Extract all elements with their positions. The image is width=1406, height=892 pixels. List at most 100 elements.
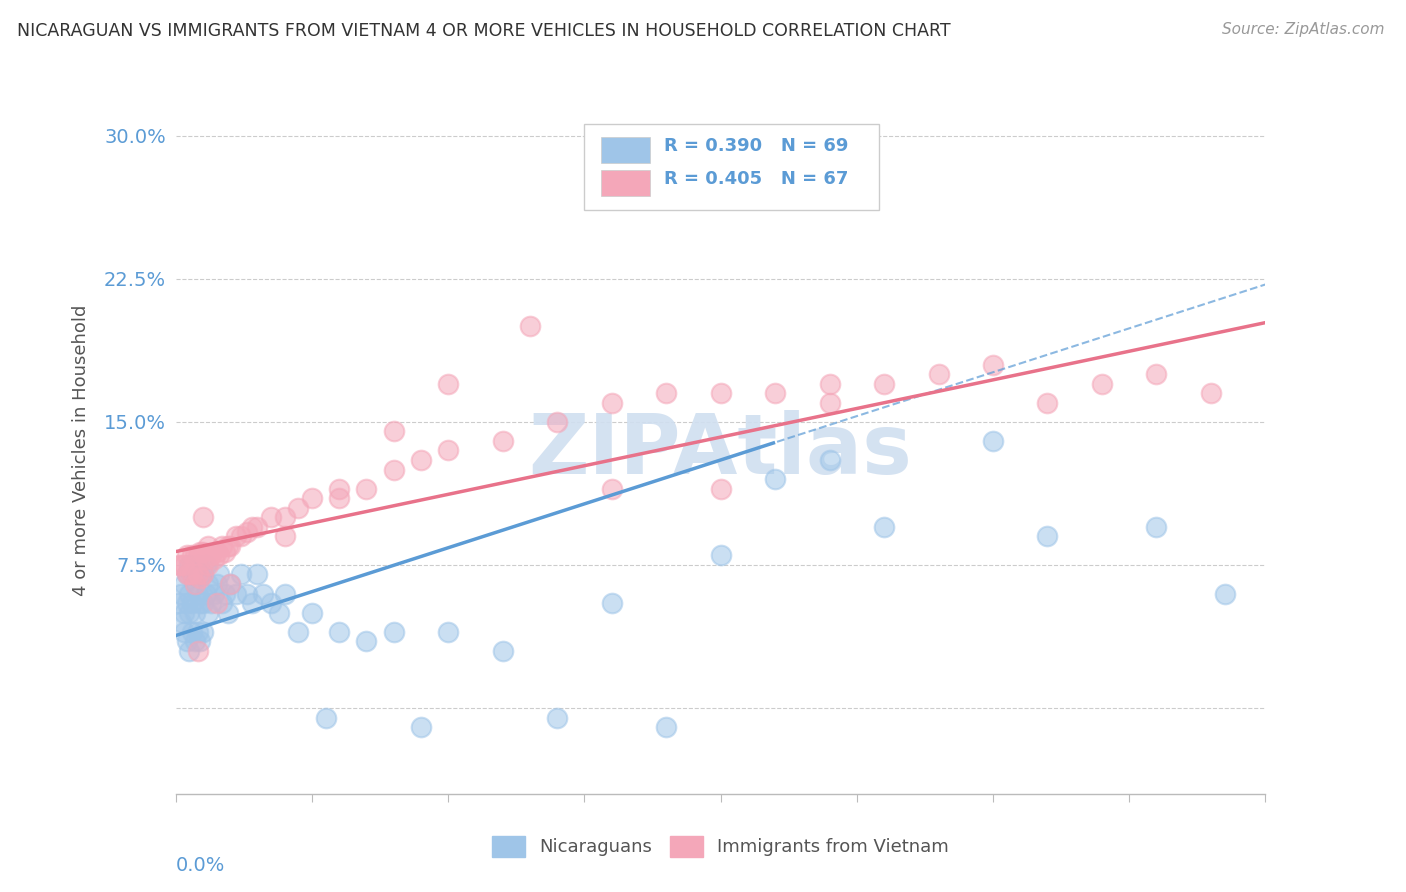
Point xyxy=(260,510,283,524)
Point xyxy=(184,549,207,563)
Point xyxy=(356,482,378,496)
Point xyxy=(269,606,291,620)
Point xyxy=(179,586,201,600)
FancyBboxPatch shape xyxy=(585,124,879,211)
Point xyxy=(235,525,257,540)
Point xyxy=(173,577,195,591)
Point xyxy=(246,520,269,534)
Point xyxy=(437,624,460,639)
Point xyxy=(191,567,214,582)
Point xyxy=(208,549,231,563)
Point xyxy=(211,539,233,553)
Point xyxy=(818,376,841,391)
Point xyxy=(188,571,211,585)
Point xyxy=(600,482,623,496)
Point xyxy=(873,376,896,391)
Point xyxy=(818,396,841,410)
Point xyxy=(225,529,247,543)
Point xyxy=(191,596,214,610)
Point xyxy=(191,510,214,524)
Point xyxy=(301,491,323,505)
Point xyxy=(235,586,257,600)
Point xyxy=(240,596,263,610)
Point xyxy=(181,624,204,639)
Point xyxy=(437,443,460,458)
Point xyxy=(710,549,733,563)
Point xyxy=(225,586,247,600)
Point xyxy=(188,596,211,610)
Point xyxy=(176,596,198,610)
Point xyxy=(328,491,350,505)
Point xyxy=(1144,520,1167,534)
Point xyxy=(274,586,297,600)
Point xyxy=(214,586,236,600)
Point xyxy=(274,529,297,543)
Point xyxy=(179,567,201,582)
Point xyxy=(181,567,204,582)
Point xyxy=(191,567,214,582)
Point xyxy=(191,624,214,639)
Point xyxy=(928,367,950,381)
Point xyxy=(173,606,195,620)
Point xyxy=(1036,396,1059,410)
Point xyxy=(202,552,225,566)
Point xyxy=(274,510,297,524)
Point xyxy=(197,539,219,553)
Point xyxy=(184,577,207,591)
Point xyxy=(176,567,198,582)
Point xyxy=(184,634,207,648)
Point xyxy=(186,624,209,639)
Text: Source: ZipAtlas.com: Source: ZipAtlas.com xyxy=(1222,22,1385,37)
Point xyxy=(194,558,217,572)
Point xyxy=(167,558,190,572)
Point xyxy=(211,596,233,610)
Point xyxy=(219,577,242,591)
Point xyxy=(186,558,209,572)
Point xyxy=(231,567,253,582)
Point xyxy=(181,596,204,610)
Point xyxy=(710,482,733,496)
Point xyxy=(710,386,733,401)
Point xyxy=(600,596,623,610)
Point xyxy=(176,549,198,563)
Point xyxy=(546,415,568,429)
Point xyxy=(409,453,432,467)
Point xyxy=(184,606,207,620)
Point xyxy=(200,549,222,563)
Point xyxy=(1213,586,1236,600)
Point xyxy=(252,586,274,600)
Point xyxy=(1036,529,1059,543)
Point xyxy=(186,586,209,600)
Point xyxy=(492,434,515,448)
Point xyxy=(260,596,283,610)
Point xyxy=(188,567,211,582)
FancyBboxPatch shape xyxy=(600,137,650,163)
Text: 0.0%: 0.0% xyxy=(176,855,225,875)
Point xyxy=(194,552,217,566)
Text: NICARAGUAN VS IMMIGRANTS FROM VIETNAM 4 OR MORE VEHICLES IN HOUSEHOLD CORRELATIO: NICARAGUAN VS IMMIGRANTS FROM VIETNAM 4 … xyxy=(17,22,950,40)
Point xyxy=(176,567,198,582)
Point xyxy=(519,319,541,334)
Point xyxy=(197,577,219,591)
Point xyxy=(1199,386,1222,401)
Point xyxy=(287,500,309,515)
Point xyxy=(194,586,217,600)
Point xyxy=(328,482,350,496)
FancyBboxPatch shape xyxy=(600,170,650,196)
Point xyxy=(184,577,207,591)
Point xyxy=(655,386,678,401)
Point xyxy=(600,396,623,410)
Point xyxy=(202,586,225,600)
Point xyxy=(197,606,219,620)
Point xyxy=(219,577,242,591)
Point xyxy=(437,376,460,391)
Point xyxy=(205,596,228,610)
Point xyxy=(246,567,269,582)
Point xyxy=(217,539,239,553)
Point xyxy=(315,710,337,724)
Point xyxy=(186,549,209,563)
Text: ZIPAtlas: ZIPAtlas xyxy=(529,410,912,491)
Point xyxy=(356,634,378,648)
Text: R = 0.405   N = 67: R = 0.405 N = 67 xyxy=(664,170,848,188)
Point xyxy=(214,544,236,558)
